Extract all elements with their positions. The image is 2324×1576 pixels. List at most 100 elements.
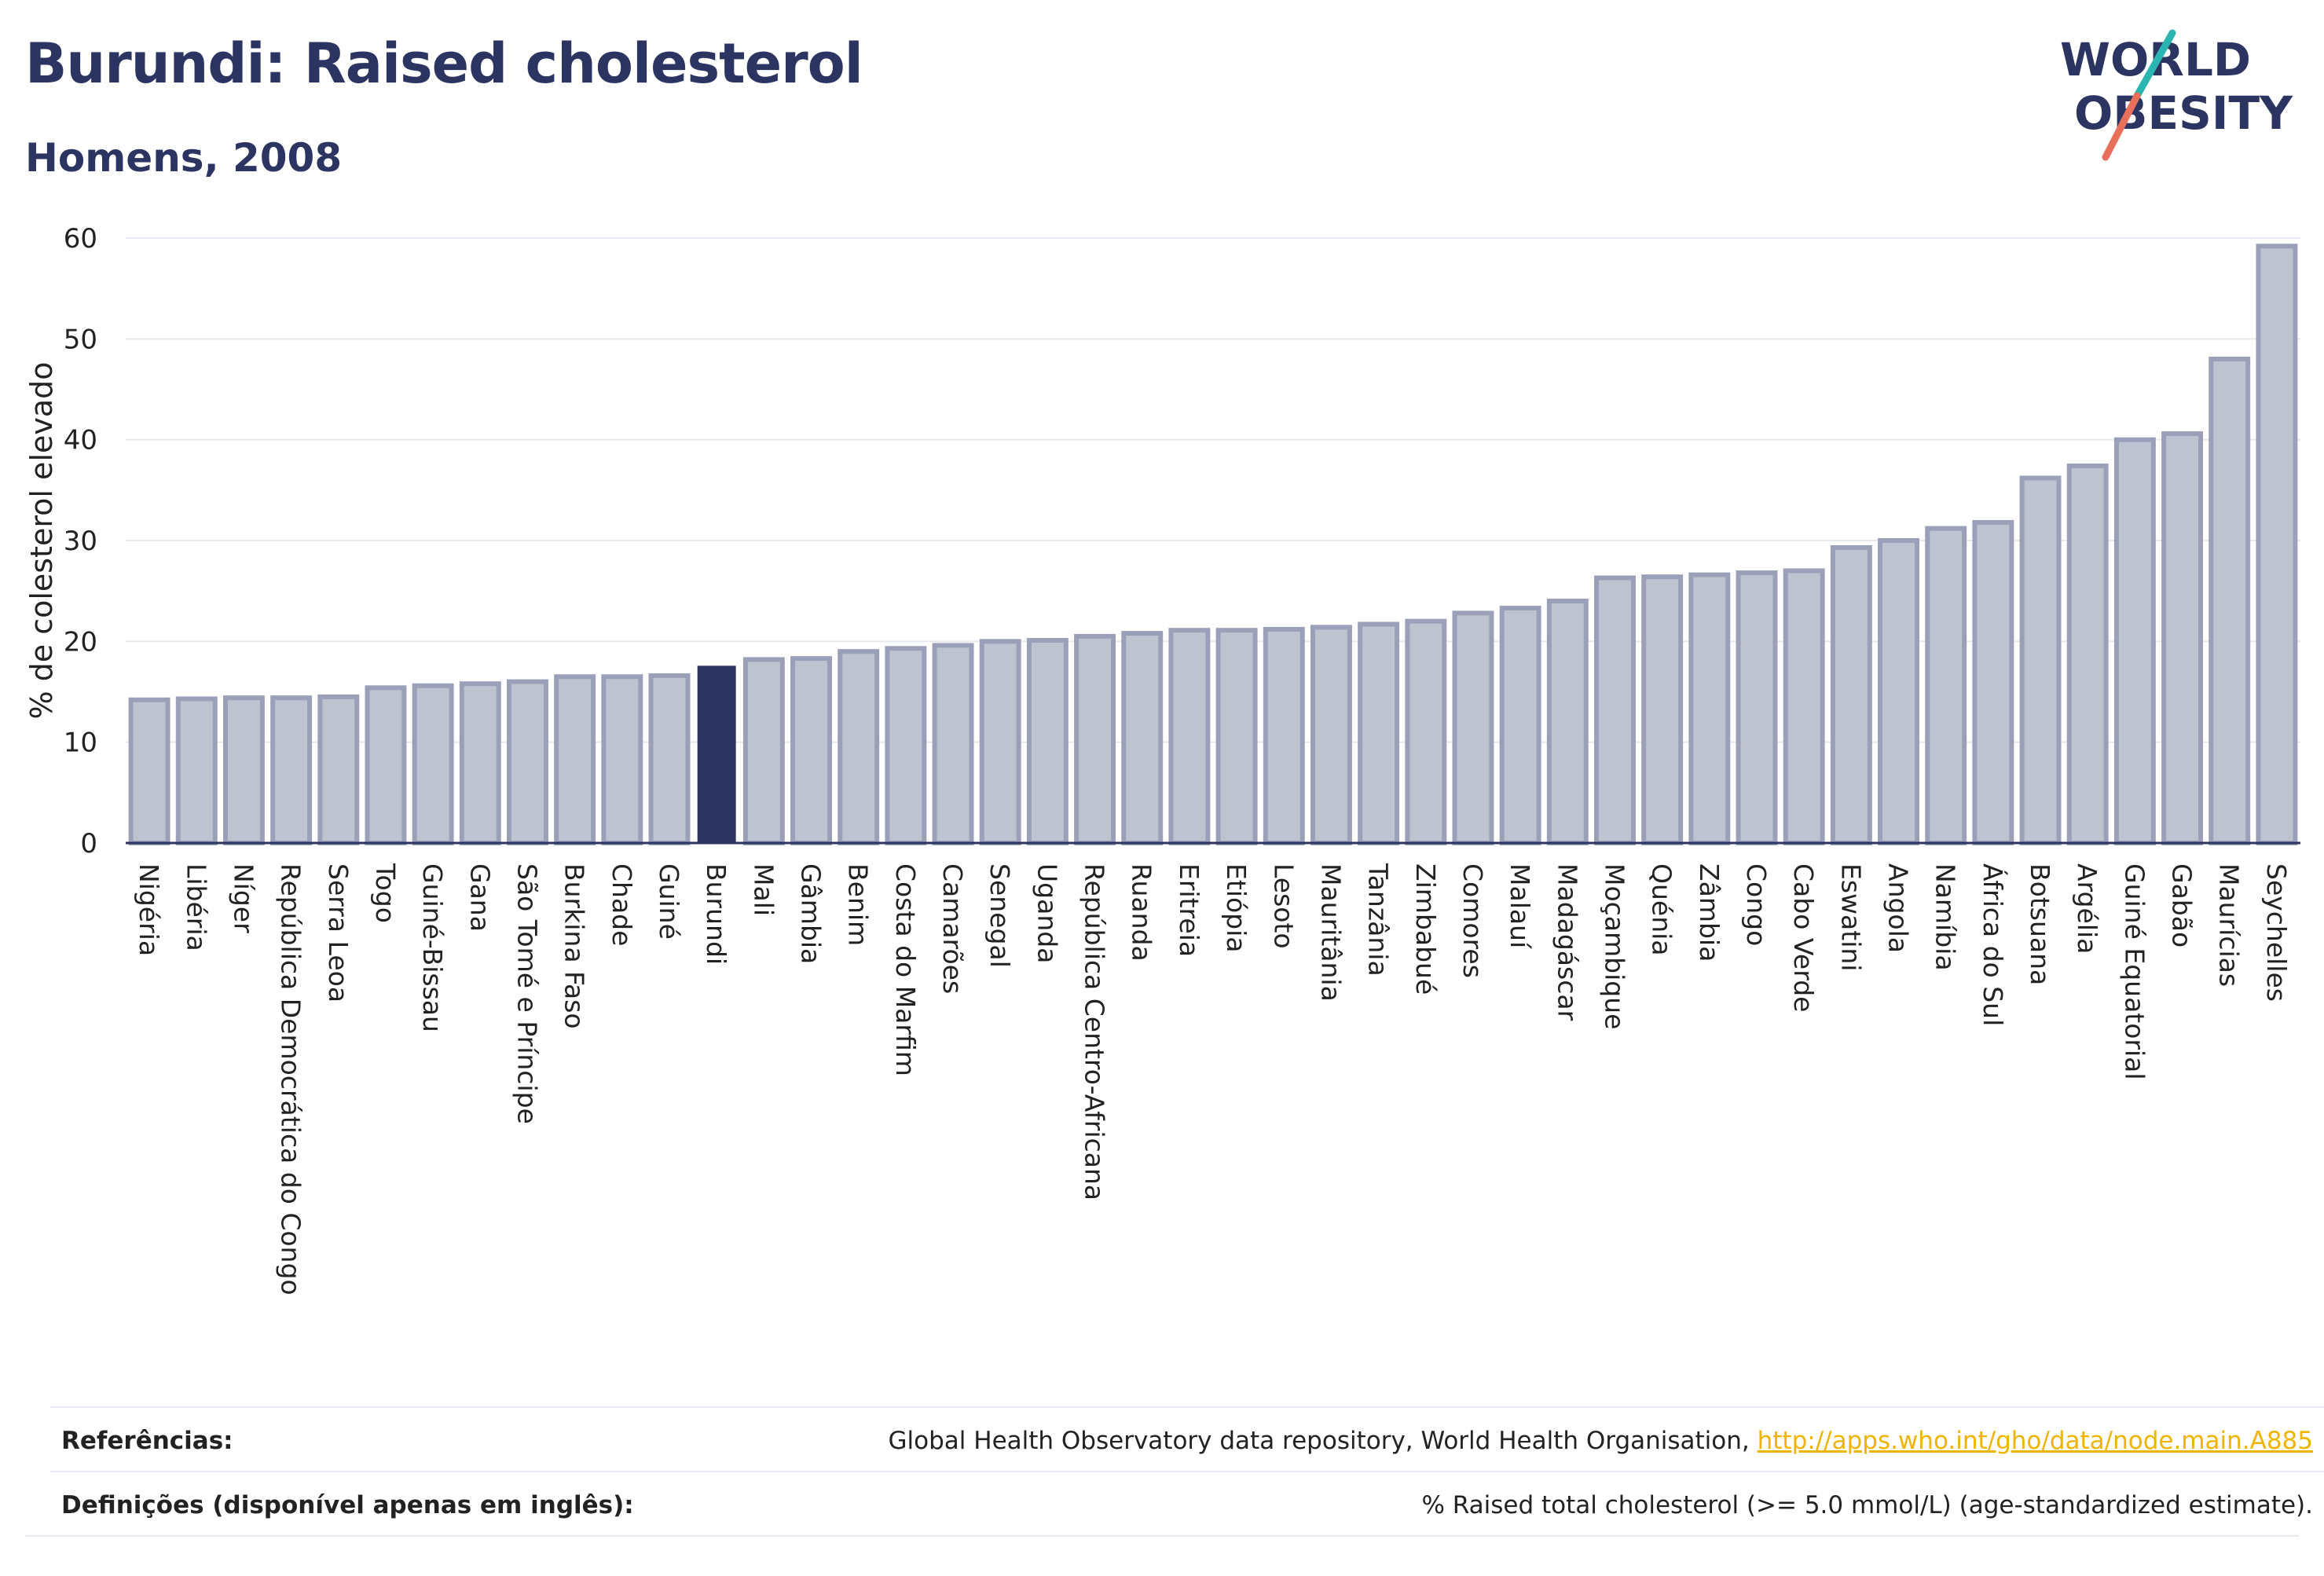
bar-costa-do-marfim xyxy=(885,646,927,845)
bar-botsuana xyxy=(2019,475,2062,846)
bar-gab-o xyxy=(2161,431,2204,845)
bar-guin-equatorial xyxy=(2113,437,2156,845)
x-tick-label: Mali xyxy=(748,863,779,916)
bar-rep-blica-democr-tica-do-congo xyxy=(270,695,313,846)
bar--frica-do-sul xyxy=(1972,519,2014,846)
x-tick-label: República Centro-Africana xyxy=(1080,863,1110,1200)
x-tick-label: Congo xyxy=(1741,863,1772,946)
y-tick-label: 60 xyxy=(64,223,97,255)
bar-madag-scar xyxy=(1546,599,1589,845)
x-tick-label: Cabo Verde xyxy=(1788,863,1819,1012)
definitions-row: Definições (disponível apenas em inglês)… xyxy=(50,1471,2324,1537)
x-tick-label: Madagáscar xyxy=(1552,863,1582,1021)
bar-s-o-tom-e-pr-ncipe xyxy=(507,679,548,846)
x-tick-label: Seychelles xyxy=(2261,863,2292,1002)
tick-labels: 0 10 20 30 40 50 60 % de colesterol elevado Nigé… xyxy=(24,223,2292,1296)
references-link[interactable]: http://apps.who.int/gho/data/node.main.A… xyxy=(1757,1427,2313,1455)
x-tick-label: Gana xyxy=(464,863,495,932)
bar-tanz-nia xyxy=(1358,621,1400,845)
references-text: Global Health Observatory data repositor… xyxy=(888,1427,1758,1455)
y-tick-label: 40 xyxy=(64,425,97,456)
bar-burundi xyxy=(697,665,736,845)
bar-z-mbia xyxy=(1688,572,1731,846)
x-tick-label: Guiné-Bissau xyxy=(417,863,448,1032)
x-tick-label: Botsuana xyxy=(2025,863,2055,985)
bar-gana xyxy=(459,681,501,845)
bar-guin- xyxy=(648,673,691,846)
x-tick-label: Eswatini xyxy=(1835,863,1866,971)
x-tick-label: Angola xyxy=(1883,863,1914,953)
bar-rep-blica-centro-africana xyxy=(1074,633,1116,846)
bar-maur-cias xyxy=(2209,357,2251,845)
bar-chart: 0 10 20 30 40 50 60 % de colesterol elevado Nigé… xyxy=(24,223,2300,1296)
definitions-label: Definições (disponível apenas em inglês)… xyxy=(61,1491,634,1519)
x-tick-label: Comores xyxy=(1457,863,1488,978)
x-tick-label: Mauritânia xyxy=(1315,863,1346,1002)
y-tick-label: 20 xyxy=(64,626,97,658)
x-tick-label: África do Sul xyxy=(1978,863,2009,1026)
bar-togo xyxy=(365,685,407,845)
bar-senegal xyxy=(979,639,1021,845)
bar-qu-nia xyxy=(1641,574,1684,845)
x-tick-label: Guiné xyxy=(654,863,684,940)
bar-seychelles xyxy=(2256,244,2298,845)
x-tick-label: Costa do Marfim xyxy=(890,863,921,1076)
y-tick-label: 50 xyxy=(64,324,97,355)
x-tick-label: Guiné Equatorial xyxy=(2119,863,2150,1080)
x-tick-label: Uganda xyxy=(1032,863,1062,963)
bar-angola xyxy=(1878,538,1919,845)
x-tick-label: Malauí xyxy=(1505,863,1535,950)
footer-divider xyxy=(25,1535,2299,1537)
x-tick-label: República Democrática do Congo xyxy=(276,863,306,1296)
x-tick-label: Níger xyxy=(228,863,258,933)
x-tick-label: Libéria xyxy=(181,863,211,951)
x-tick-label: Quénia xyxy=(1647,863,1677,956)
x-tick-label: Argélia xyxy=(2072,863,2102,954)
logo-line2: OBESITY xyxy=(2074,86,2293,140)
x-tick-label: Moçambique xyxy=(1599,863,1629,1029)
bar-nam-bia xyxy=(1925,526,1967,845)
bar-burkina-faso xyxy=(554,674,596,845)
x-tick-label: Nigéria xyxy=(134,863,164,956)
x-tick-label: Benim xyxy=(843,863,874,946)
bar-malau- xyxy=(1499,605,1541,845)
references-value: Global Health Observatory data repositor… xyxy=(889,1427,2313,1455)
bar-nig-ria xyxy=(128,697,170,845)
bar-maurit-nia xyxy=(1310,625,1352,845)
x-tick-label: Eritreia xyxy=(1174,863,1204,957)
x-tick-label: Etiópia xyxy=(1221,863,1252,953)
bar-ruanda xyxy=(1121,631,1164,845)
bar-eritreia xyxy=(1168,628,1211,845)
bar-eswatini xyxy=(1830,544,1872,845)
references-row: Referências: Global Health Observatory d… xyxy=(50,1406,2324,1472)
x-tick-label: Chade xyxy=(607,863,637,946)
y-tick-label: 10 xyxy=(64,728,97,759)
x-tick-label: Tanzânia xyxy=(1363,863,1394,977)
bar-zimbabu- xyxy=(1405,618,1447,846)
bar-uganda xyxy=(1026,638,1069,845)
bar-eti-pia xyxy=(1215,628,1258,845)
x-tick-label: São Tomé e Príncipe xyxy=(511,863,542,1124)
logo-slash-bottom xyxy=(2102,92,2141,161)
x-tick-label: Maurícias xyxy=(2214,863,2245,987)
x-tick-label: Gâmbia xyxy=(796,863,827,964)
bar-cabo-verde xyxy=(1783,568,1825,845)
chart-subtitle: Homens, 2008 xyxy=(25,135,343,181)
world-obesity-logo: WORLD OBESITY xyxy=(2060,29,2293,161)
bars xyxy=(128,244,2298,846)
bar-chade xyxy=(601,674,643,845)
x-tick-label: Togo xyxy=(370,863,401,923)
x-tick-label: Burkina Faso xyxy=(559,863,590,1029)
bar-serra-leoa xyxy=(317,694,360,846)
bar-n-ger xyxy=(222,695,265,846)
x-tick-label: Gabão xyxy=(2167,863,2198,947)
x-tick-label: Zimbabué xyxy=(1410,863,1441,995)
chart-title: Burundi: Raised cholesterol xyxy=(25,31,863,96)
bar-mo-ambique xyxy=(1594,575,1636,845)
y-tick-label: 0 xyxy=(80,828,97,859)
bar-g-mbia xyxy=(790,656,832,846)
bar-lib-ria xyxy=(175,696,218,845)
bar-lesoto xyxy=(1263,626,1305,846)
references-label: Referências: xyxy=(61,1427,233,1455)
bar-comores xyxy=(1452,610,1494,846)
